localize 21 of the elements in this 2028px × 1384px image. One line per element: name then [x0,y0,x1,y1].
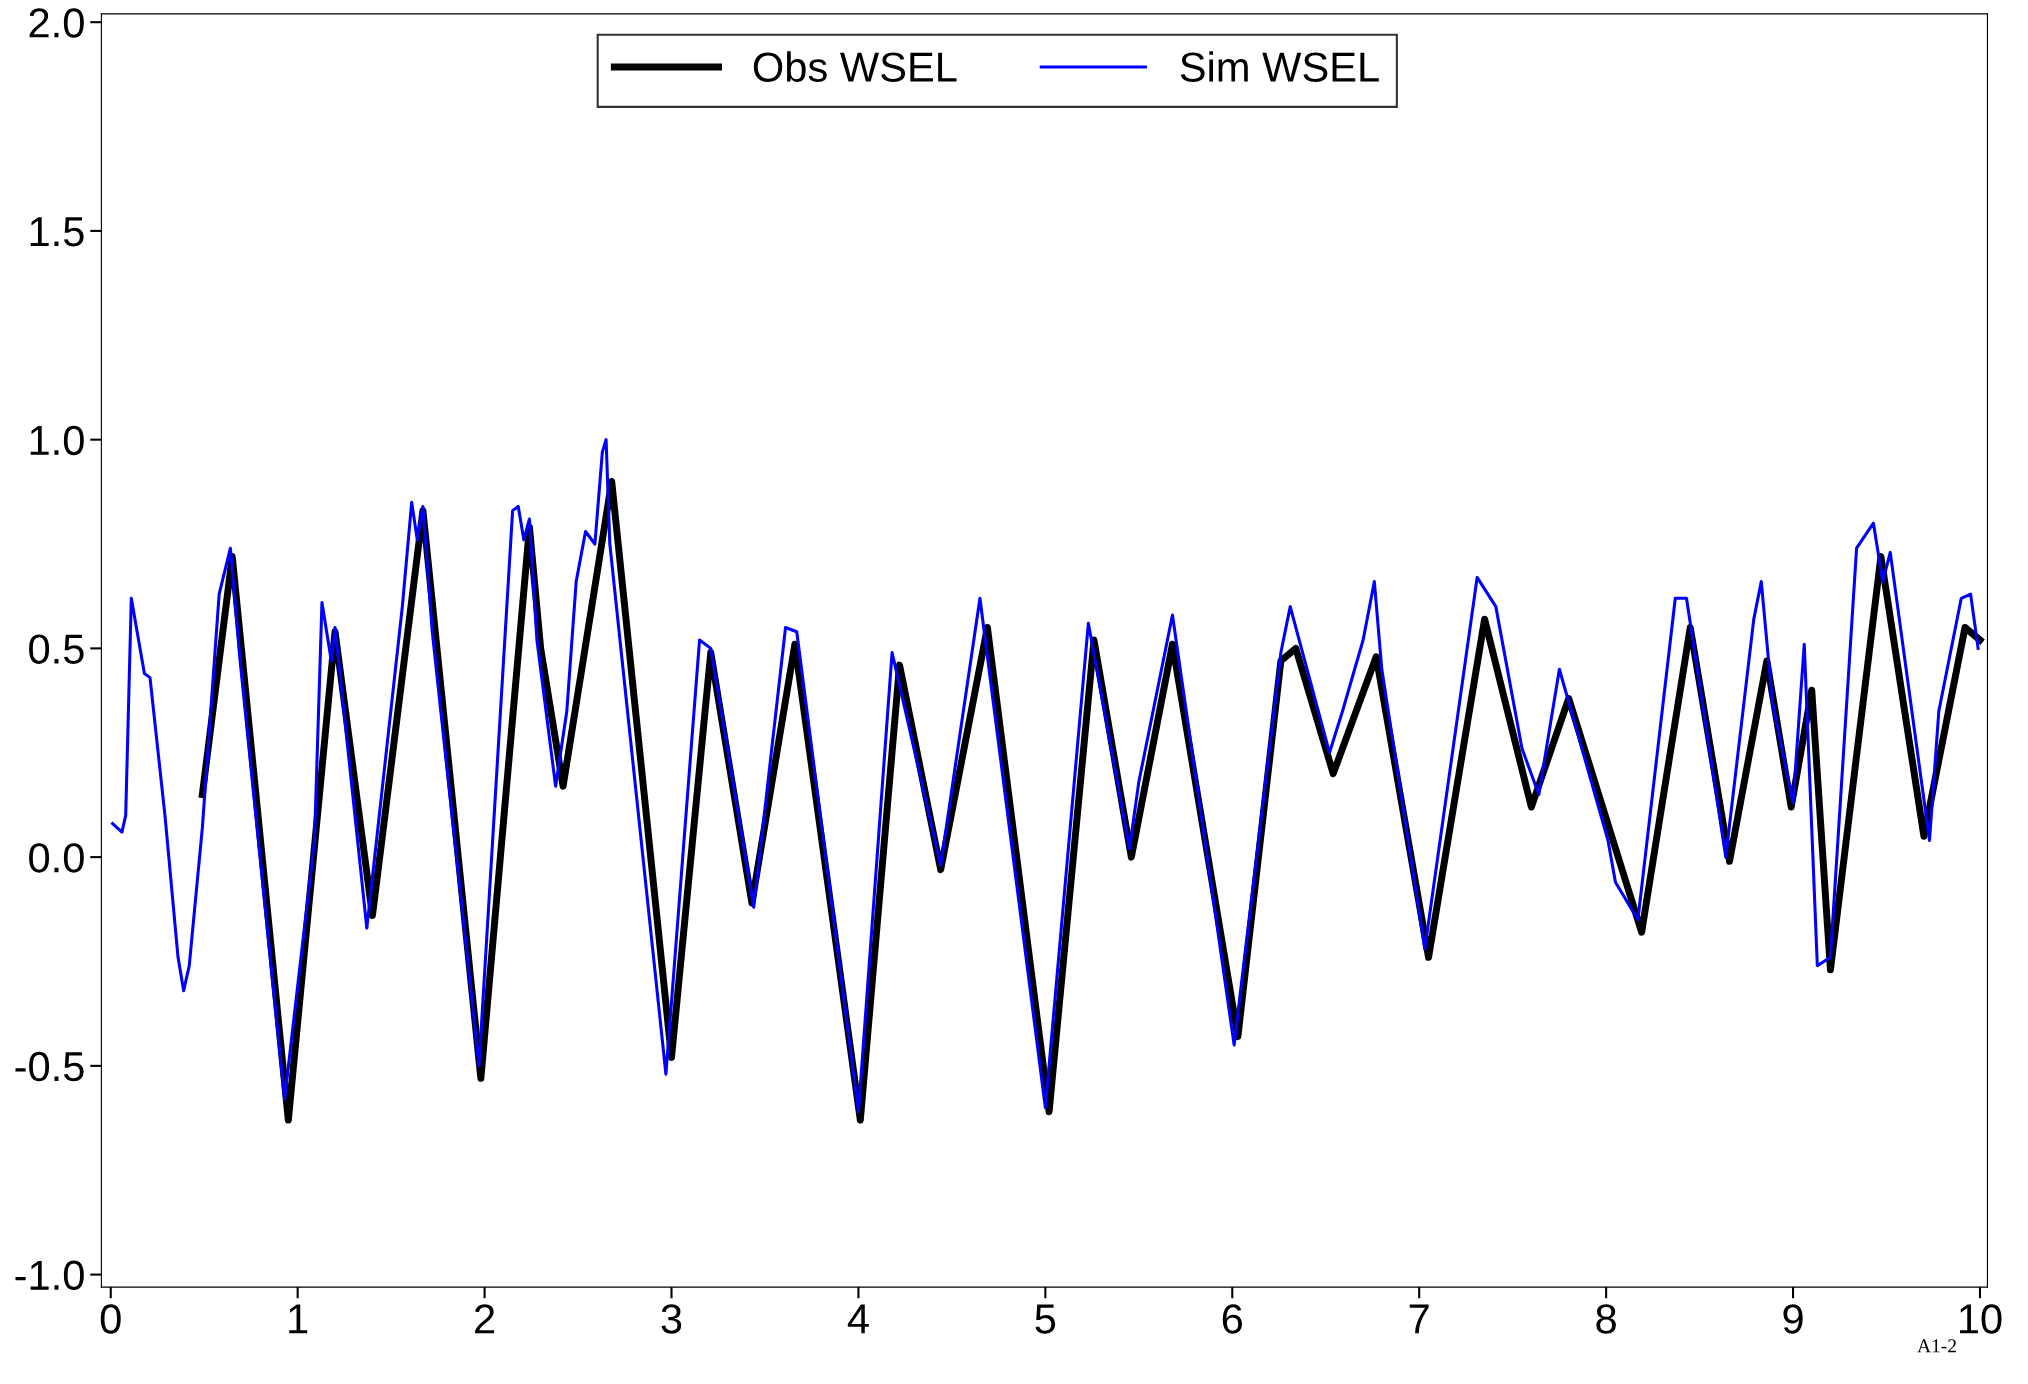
y-tick-label: 0.0 [29,843,84,873]
text: A1-2 [1917,1339,1956,1353]
y-tick-label: 1.5 [30,217,84,247]
y-tick-label: 2.0 [29,8,84,38]
x-tick-label: 7 [1409,1304,1429,1334]
x-tick-label: 1 [289,1304,308,1334]
y-tick-label: 0.5 [29,634,84,664]
x-tick-label: 4 [847,1304,869,1334]
x-tick-label: 9 [1783,1304,1803,1334]
y-tick-label: 1.0 [30,425,84,456]
x-tick-label: 6 [1222,1304,1243,1334]
legend-label: Obs WSEL [753,51,957,82]
y-tick-label: -1.0 [15,1260,84,1291]
y-tick-label: -0.5 [15,1051,84,1082]
x-tick-label: 8 [1596,1304,1616,1334]
x-tick-label: 2 [475,1304,495,1334]
x-tick-label: 3 [661,1304,682,1334]
x-tick-label: 0 [100,1304,121,1334]
x-tick-label: 10 [1959,1304,2002,1334]
x-tick-label: 5 [1035,1304,1056,1334]
legend-label: Sim WSEL [1180,51,1379,82]
